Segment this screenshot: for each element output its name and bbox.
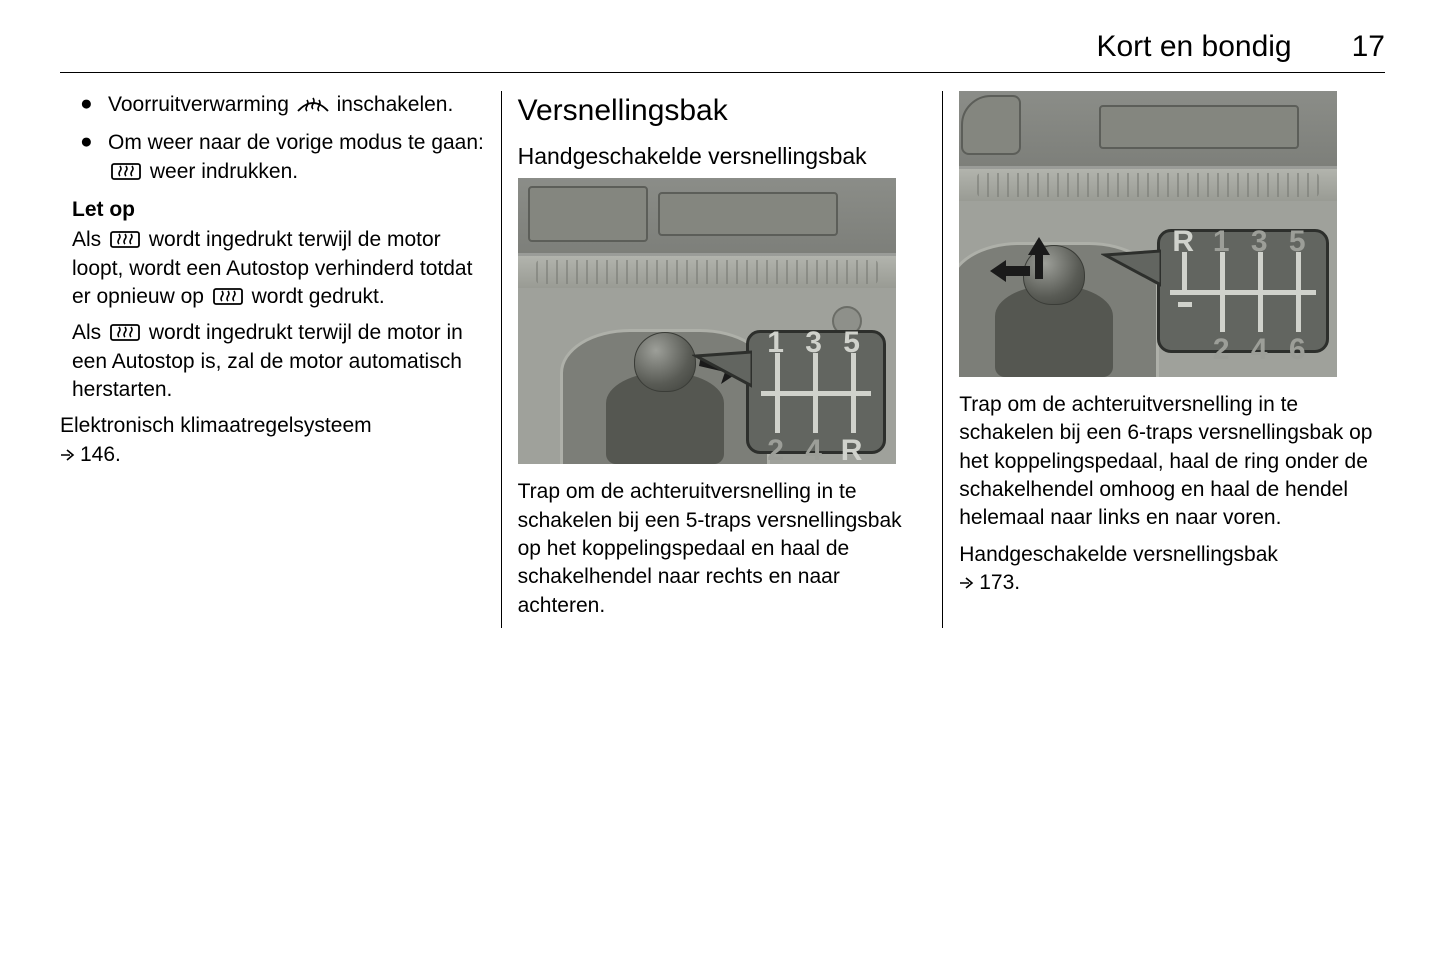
gear-label: 2 — [1206, 330, 1236, 371]
note-paragraph: Als wordt ingedrukt terwijl de motor in … — [72, 319, 485, 404]
header-page-number: 17 — [1352, 30, 1385, 64]
bullet-text: Voorruitverwarming inscha­kelen. — [108, 91, 485, 119]
bullet-item: ● Om weer naar de vorige modus te gaan: … — [80, 129, 485, 186]
dash-panel — [1099, 105, 1299, 149]
reference-page: 173. — [979, 571, 1020, 594]
text-fragment: inscha­kelen. — [337, 93, 454, 116]
callout-tail — [1101, 241, 1161, 291]
gear-label: 4 — [1244, 330, 1274, 371]
text-fragment: Om weer naar de vorige modus te gaan: — [108, 131, 484, 154]
figure-6speed-gearbox: R 1 3 5 2 4 6 — [959, 91, 1337, 377]
figure-caption: Trap om de achteruitversnelling in te sc… — [959, 391, 1385, 533]
gear-label: 1 — [761, 323, 791, 364]
trim-bar — [959, 169, 1337, 201]
gear-label: 2 — [761, 431, 791, 464]
defrost-front-icon — [295, 93, 331, 115]
gear-pattern-grid: 1 3 5 2 4 R — [761, 345, 871, 439]
column-1: ● Voorruitverwarming inscha­kelen. ● Om … — [60, 91, 502, 628]
bullet-item: ● Voorruitverwarming inscha­kelen. — [80, 91, 485, 119]
gear-pattern-callout: 1 3 5 2 4 R — [746, 330, 886, 454]
text-fragment: Voorruitverwarming — [108, 93, 295, 116]
gear-pattern-callout: R 1 3 5 2 4 6 — [1157, 229, 1329, 353]
defrost-rear-icon — [108, 160, 144, 182]
cross-reference: Elektronisch klimaatregelsysteem 146. — [60, 412, 485, 469]
column-2: Versnellingsbak Handgeschakelde versnell… — [502, 91, 944, 628]
subsection-heading: Handgeschakelde versnellingsbak — [518, 142, 927, 171]
gear-label: 5 — [837, 323, 867, 364]
gear-label: 3 — [1244, 222, 1274, 263]
gear-label: R — [837, 431, 867, 464]
header-section-title: Kort en bondig — [1096, 30, 1291, 64]
figure-5speed-gearbox: 1 3 5 2 4 R — [518, 178, 896, 464]
reference-arrow-icon — [60, 448, 76, 462]
gear-knob — [634, 332, 696, 392]
three-column-layout: ● Voorruitverwarming inscha­kelen. ● Om … — [60, 91, 1385, 628]
note-title: Let op — [72, 196, 485, 224]
text-fragment: Als — [72, 228, 107, 251]
reference-page: 146. — [80, 443, 121, 466]
grid-line — [851, 353, 856, 433]
gear-label: 5 — [1282, 222, 1312, 263]
dash-panel — [658, 192, 838, 236]
dash-panel — [961, 95, 1021, 155]
note-box: Let op Als wordt ingedrukt terwijl de mo… — [72, 196, 485, 404]
defrost-rear-icon — [210, 285, 246, 307]
reference-arrow-icon — [959, 576, 975, 590]
grid-line — [1170, 290, 1316, 295]
grid-line — [1296, 252, 1301, 332]
gear-label: 3 — [799, 323, 829, 364]
gear-label: R — [1168, 222, 1198, 263]
dashboard-illustration — [959, 91, 1337, 166]
text-fragment: wordt gedrukt. — [252, 285, 385, 308]
gear-label: 6 — [1282, 330, 1312, 371]
bullet-list: ● Voorruitverwarming inscha­kelen. ● Om … — [80, 91, 485, 186]
page-header: Kort en bondig 17 — [60, 30, 1385, 73]
grid-line — [1258, 252, 1263, 332]
grid-line — [1178, 302, 1192, 307]
trim-notches — [977, 173, 1319, 197]
gear-pattern-grid: R 1 3 5 2 4 6 — [1170, 244, 1316, 338]
dashboard-illustration — [518, 178, 896, 253]
grid-line — [1220, 252, 1225, 332]
gear-label: 4 — [799, 431, 829, 464]
cross-reference: Handgeschakelde versnellingsbak 173. — [959, 541, 1385, 598]
bullet-text: Om weer naar de vorige modus te gaan: we… — [108, 129, 485, 186]
defrost-rear-icon — [107, 321, 143, 343]
figure-caption: Trap om de achteruitversnelling in te sc… — [518, 478, 927, 620]
grid-line — [813, 353, 818, 433]
grid-line — [775, 353, 780, 433]
reference-text: Elektronisch klimaatregelsysteem — [60, 414, 372, 437]
section-heading: Versnellingsbak — [518, 91, 927, 132]
defrost-rear-icon — [107, 228, 143, 250]
manual-page: Kort en bondig 17 ● Voorruitverwarming i… — [0, 0, 1445, 668]
reference-text: Handgeschakelde versnellingsbak — [959, 543, 1278, 566]
text-fragment: weer indrukken. — [150, 160, 298, 183]
dash-panel — [528, 186, 648, 242]
shift-arrow-left-icon — [988, 257, 1034, 285]
trim-notches — [536, 260, 878, 284]
gear-label: 1 — [1206, 222, 1236, 263]
column-3: R 1 3 5 2 4 6 Trap om de achteruitversne… — [943, 91, 1385, 628]
bullet-marker: ● — [80, 129, 108, 186]
callout-tail — [692, 342, 752, 392]
bullet-marker: ● — [80, 91, 108, 119]
text-fragment: Als — [72, 321, 107, 344]
note-paragraph: Als wordt ingedrukt terwijl de motor loo… — [72, 226, 485, 311]
trim-bar — [518, 256, 896, 288]
